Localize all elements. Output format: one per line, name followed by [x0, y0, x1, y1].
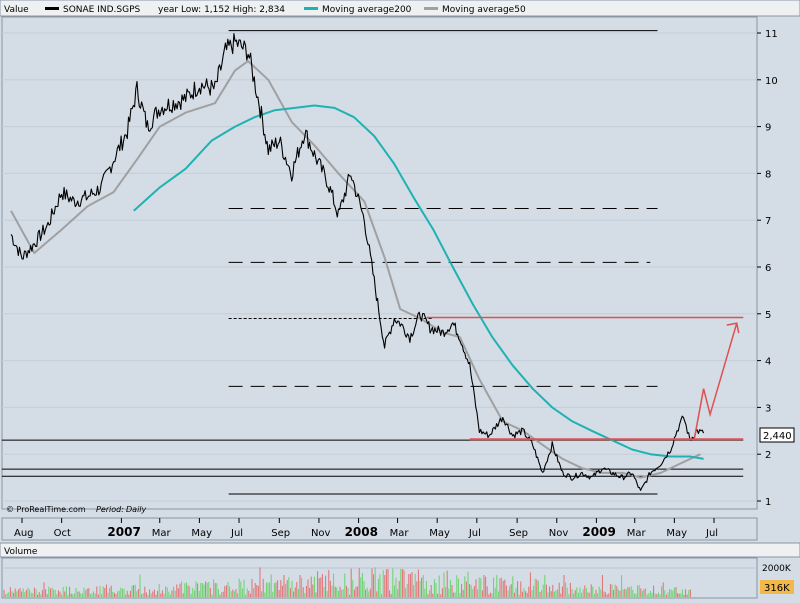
x-tick-label: May [666, 528, 687, 539]
volume-title: Volume [4, 547, 38, 557]
x-tick-label: Jul [230, 528, 243, 539]
header-value-label: Value [4, 5, 29, 15]
x-tick-label: Jul [468, 528, 481, 539]
forecast-arrowhead [726, 322, 740, 334]
x-axis: Aug Oct 2007 Mar May Jul Sep Nov 2008 Mar May Jul Se… [14, 518, 718, 539]
header-ma50-label: Moving average50 [442, 5, 526, 15]
y-tick-label: 1 [765, 497, 771, 508]
x-tick-label: Jul [705, 528, 718, 539]
x-tick-label: Sep [509, 528, 528, 539]
header-bar [0, 0, 800, 17]
x-tick-label: Mar [152, 528, 172, 539]
main-plot-area [1, 16, 758, 510]
x-tick-label: Aug [14, 528, 34, 539]
ma200-legend-swatch [304, 7, 318, 10]
x-tick-label: Nov [311, 528, 331, 539]
header-range-text: year Low: 1,152 High: 2,834 [158, 5, 285, 15]
x-tick-label: 2009 [582, 525, 615, 539]
y-tick-label: 3 [765, 403, 771, 414]
y-tick-label: 5 [765, 310, 771, 321]
volume-current-label: 316K [764, 583, 790, 594]
price-series-line [10, 33, 705, 491]
footer-source: © ProRealTime.com [6, 505, 86, 514]
y-tick-label: 7 [765, 216, 771, 227]
x-tick-label: Nov [549, 528, 569, 539]
series-layer [10, 33, 705, 491]
y-tick-label: 6 [765, 263, 771, 274]
x-tick-label: Oct [54, 528, 71, 539]
x-tick-label: May [429, 528, 450, 539]
volume-bars [3, 567, 691, 597]
volume-tick-label: 2000K [762, 564, 792, 574]
footer-period-label: Period: [96, 505, 124, 514]
y-tick-label: 2 [765, 450, 771, 461]
y-tick-label: 8 [765, 169, 771, 180]
y-tick-label: 4 [765, 357, 771, 368]
footer-period-value: Daily [126, 505, 147, 514]
x-tick-label: May [191, 528, 212, 539]
last-price-box [759, 427, 795, 443]
y-tick-label: 11 [765, 29, 778, 40]
header-series-name: SONAE IND.SGPS [63, 5, 141, 15]
last-price-label: 2,440 [763, 431, 792, 442]
x-axis-band [1, 517, 758, 541]
ma50-legend-swatch [424, 7, 438, 10]
ma50-series-line [10, 60, 701, 479]
header-ma200-label: Moving average200 [322, 5, 412, 15]
volume-current-box [760, 580, 794, 594]
forecast-arrow-path [693, 322, 738, 438]
ma200-series-line [133, 104, 704, 460]
y-axis: 1 2 3 4 5 6 7 8 9 10 11 [757, 29, 778, 508]
x-tick-label: Sep [271, 528, 290, 539]
x-tick-label: 2007 [107, 525, 140, 539]
y-tick-label: 10 [765, 76, 778, 87]
x-tick-label: Mar [390, 528, 410, 539]
x-tick-label: 2008 [345, 525, 378, 539]
reference-lines [1, 30, 744, 495]
price-legend-swatch [45, 7, 59, 10]
annotations [426, 316, 744, 441]
y-tick-label: 9 [765, 123, 771, 134]
x-tick-label: Mar [627, 528, 647, 539]
volume-header [0, 542, 800, 558]
